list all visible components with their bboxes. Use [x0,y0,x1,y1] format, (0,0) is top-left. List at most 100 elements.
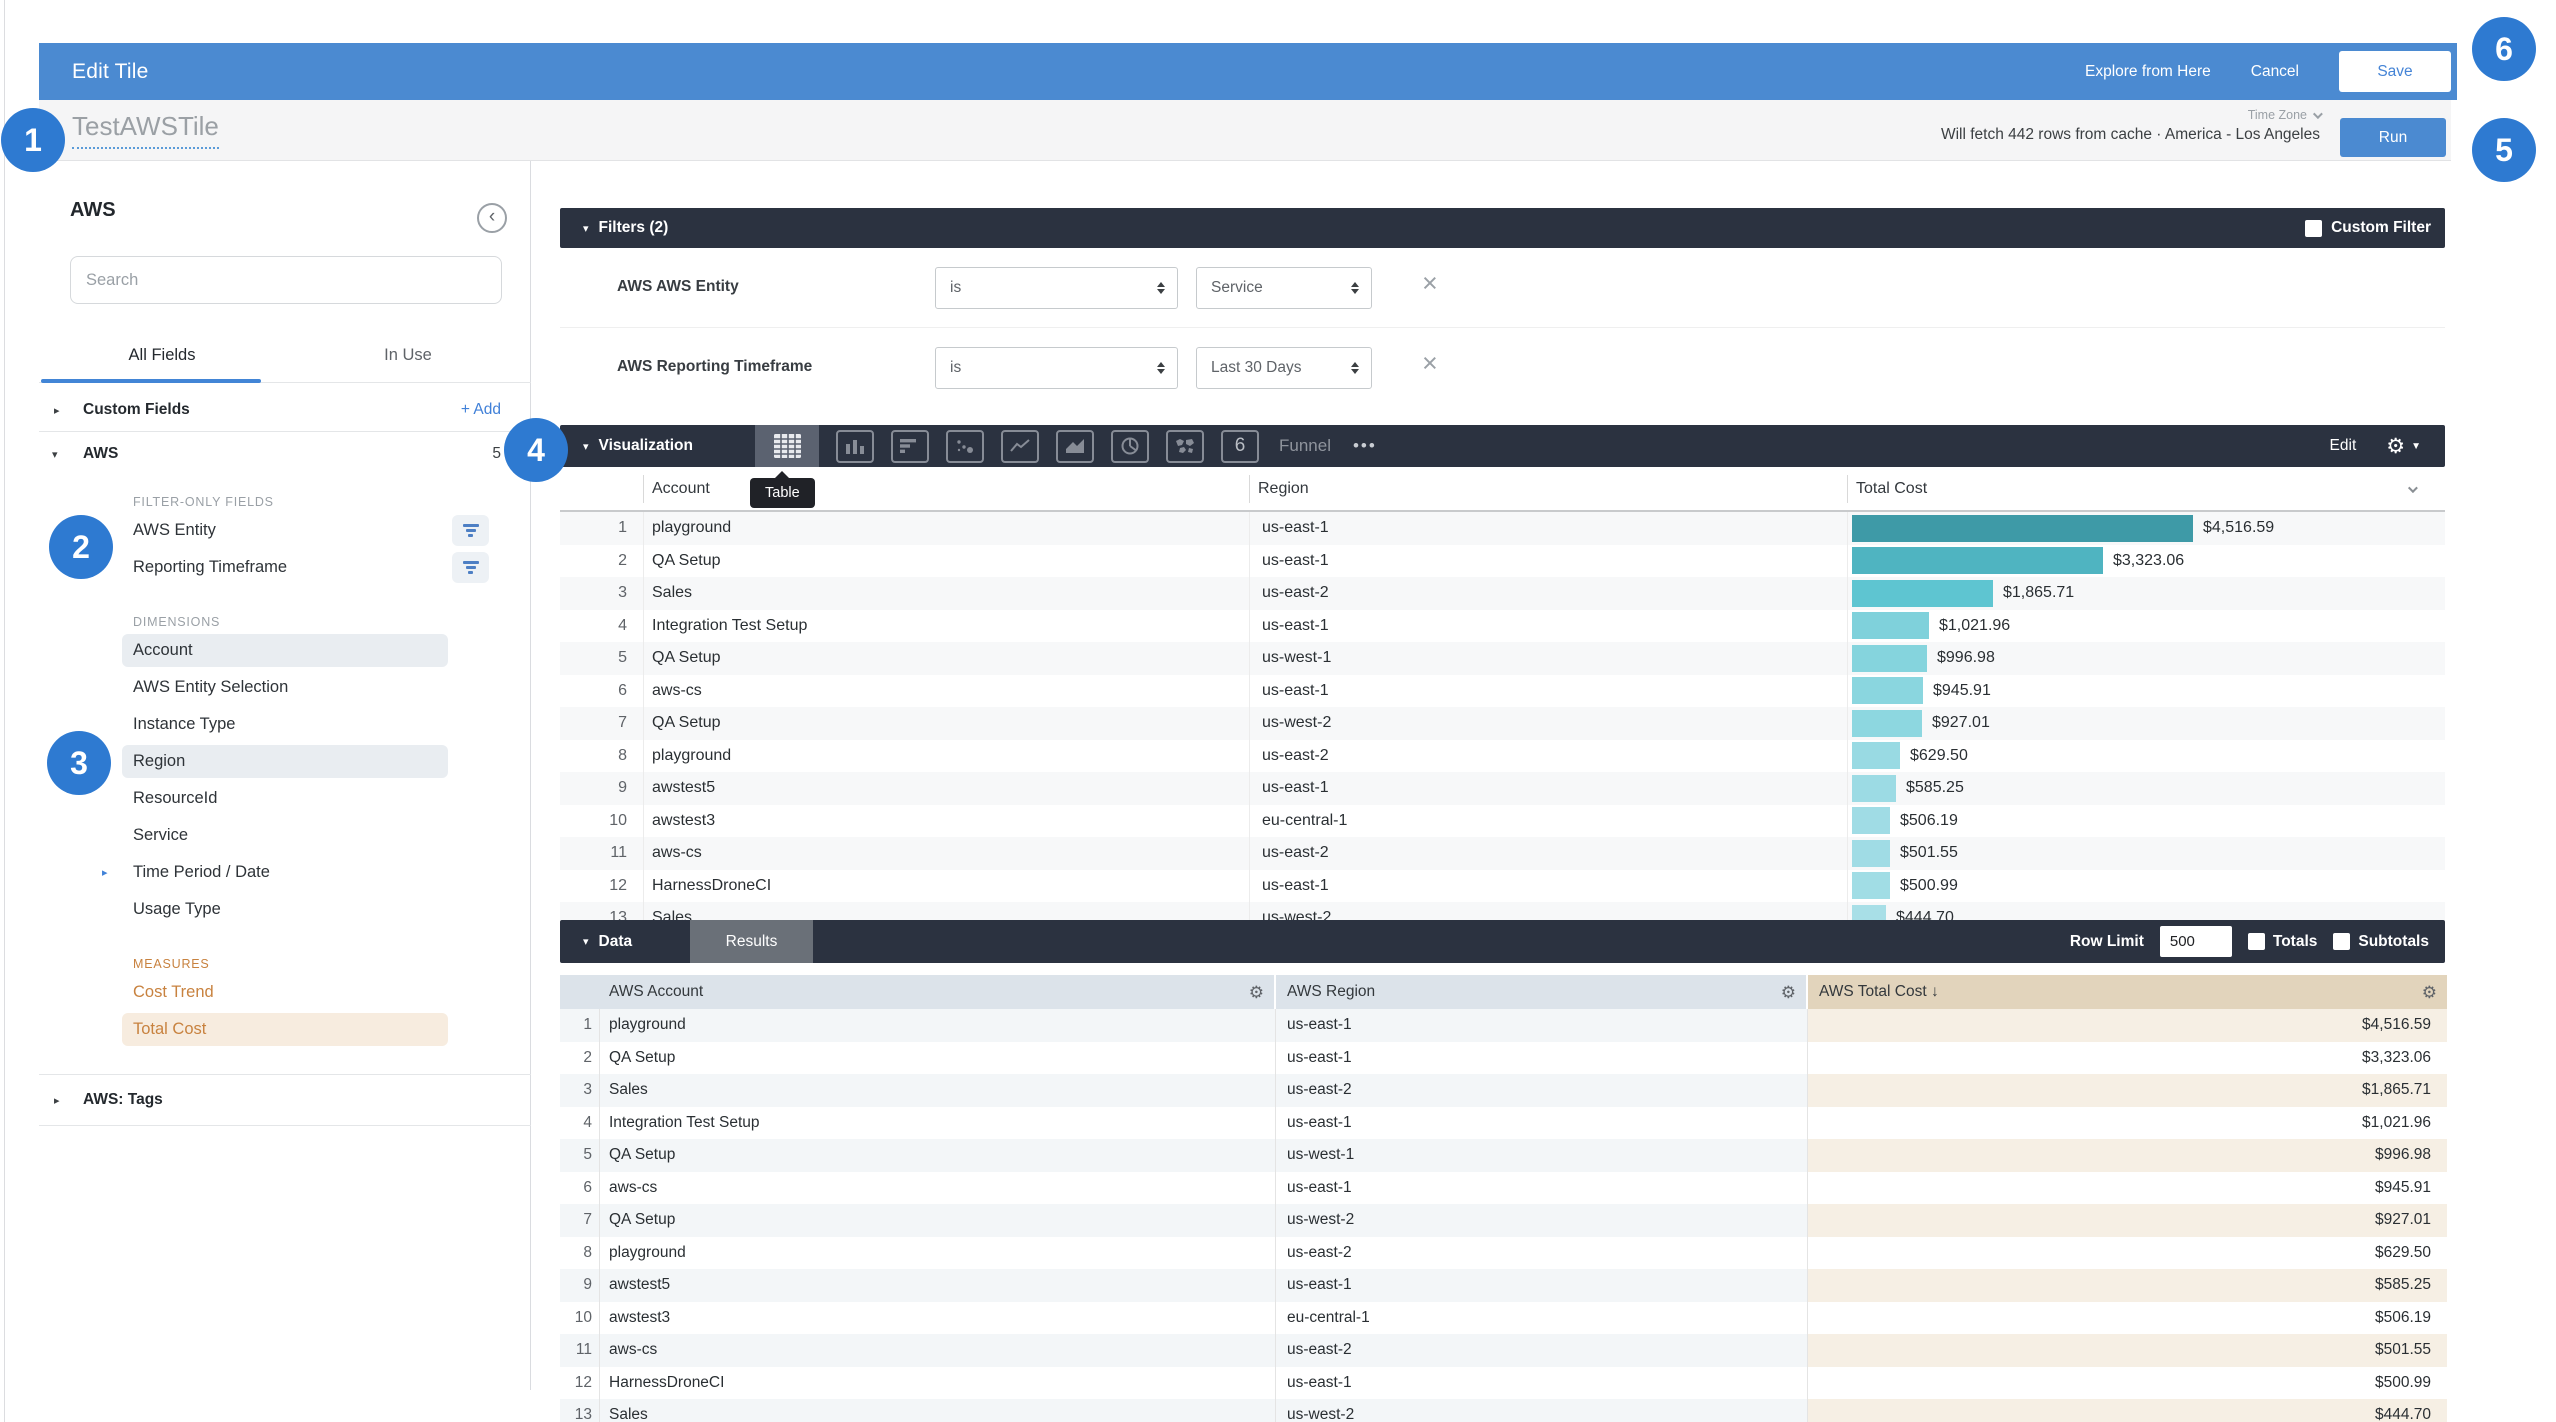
cost-value[interactable]: $500.99 [1900,876,1958,894]
region-cell[interactable]: us-west-1 [1250,642,1848,675]
filter-by-field-button[interactable] [452,515,489,546]
region-cell[interactable]: us-east-2 [1250,837,1848,870]
row-limit-input[interactable] [2159,926,2232,957]
cost-value[interactable]: $3,323.06 [2113,551,2185,569]
region-cell[interactable]: us-east-2 [1276,1074,1808,1107]
collapse-visualization-icon[interactable]: ▾ [583,440,589,453]
account-cell[interactable]: playground [600,1236,1276,1269]
subtotals-checkbox[interactable] [2333,933,2351,950]
account-cell[interactable]: Sales [600,1399,1276,1422]
cost-value[interactable]: $927.01 [1932,714,1990,732]
region-cell[interactable]: us-east-1 [1276,1269,1808,1302]
account-cell[interactable]: QA Setup [644,707,1250,740]
account-cell[interactable]: aws-cs [644,837,1250,870]
area-chart-icon[interactable] [1056,429,1094,463]
filter-by-field-button[interactable] [452,552,489,583]
collapse-sidebar-button[interactable]: ‹ [477,203,507,233]
field-row[interactable]: ▸ Total Cost [39,1011,531,1048]
field-row[interactable]: ▸ Region [39,743,531,780]
account-cell[interactable]: aws-cs [600,1171,1276,1204]
region-cell[interactable]: us-east-1 [1276,1171,1808,1204]
account-cell[interactable]: playground [644,739,1250,772]
cost-cell[interactable]: $444.70 [1808,1399,2447,1422]
region-cell[interactable]: us-east-1 [1276,1041,1808,1074]
bar-chart-icon[interactable] [891,429,929,463]
single-value-icon[interactable]: 6 [1221,429,1259,463]
cost-value[interactable]: $629.50 [1910,746,1968,764]
account-cell[interactable]: Sales [600,1074,1276,1107]
field-row[interactable]: ▸ AWS Entity Selection [39,669,531,706]
cost-cell[interactable]: $585.25 [1808,1269,2447,1302]
cost-cell[interactable]: $3,323.06 [2362,1048,2431,1066]
aws-group[interactable]: ▾ AWS 5 [39,432,531,476]
save-button[interactable]: Save [2339,51,2451,92]
field-row[interactable]: ▸ Service [39,817,531,854]
map-icon[interactable] [1166,429,1204,463]
field-row[interactable]: ▸ Instance Type [39,706,531,743]
region-cell[interactable]: us-east-1 [1250,772,1848,805]
totals-checkbox[interactable] [2247,933,2265,950]
account-cell[interactable]: aws-cs [644,674,1250,707]
field-row[interactable]: ▸ Reporting Timeframe [39,549,531,586]
cost-value[interactable]: $585.25 [1906,779,1964,797]
aws-total-cost-column-header[interactable]: AWS Total Cost ↓ [1819,983,1939,1000]
gear-icon[interactable]: ⚙ [2386,434,2406,458]
field-row[interactable]: ▸ Account [39,632,531,669]
tab-in-use[interactable]: In Use [384,346,432,364]
chevron-down-icon[interactable]: ▼ [2411,440,2421,452]
cost-cell[interactable]: $1,865.71 [1808,1074,2447,1107]
field-row[interactable]: ▸ ResourceId [39,780,531,817]
account-cell[interactable]: awstest3 [644,804,1250,837]
field-row[interactable]: ▸ Cost Trend [39,974,531,1011]
region-cell[interactable]: us-east-1 [1250,869,1848,902]
cost-cell[interactable]: $506.19 [2374,1308,2431,1326]
column-chart-icon[interactable] [836,429,874,463]
region-cell[interactable]: eu-central-1 [1250,804,1848,837]
timezone-dropdown[interactable]: Time Zone [1941,108,2323,122]
cost-cell[interactable]: $629.50 [2374,1243,2431,1261]
gear-icon[interactable]: ⚙ [1248,982,1264,1002]
account-cell[interactable]: Integration Test Setup [600,1106,1276,1139]
account-cell[interactable]: playground [600,1009,1276,1042]
region-cell[interactable]: us-west-2 [1276,1204,1808,1237]
region-cell[interactable]: us-west-2 [1250,707,1848,740]
field-row[interactable]: ▸ Usage Type [39,891,531,928]
region-cell[interactable]: us-east-2 [1276,1334,1808,1367]
account-cell[interactable]: QA Setup [600,1204,1276,1237]
region-cell[interactable]: us-west-2 [1276,1399,1808,1422]
collapse-filters-icon[interactable]: ▾ [583,222,589,235]
cost-value[interactable]: $444.70 [1896,909,1954,920]
collapse-data-icon[interactable]: ▾ [583,936,589,948]
cost-value[interactable]: $501.55 [1900,844,1958,862]
cost-cell[interactable]: $1,021.96 [2362,1113,2431,1131]
account-cell[interactable]: QA Setup [644,544,1250,577]
field-row[interactable]: ▸ MEASURES [39,954,531,974]
region-column-header[interactable]: Region [1258,479,1309,497]
cost-cell[interactable]: $996.98 [1808,1139,2447,1172]
field-row[interactable]: ▸ Time Period / Date [39,854,531,891]
cost-cell[interactable]: $501.55 [1808,1334,2447,1367]
region-cell[interactable]: us-west-1 [1276,1139,1808,1172]
custom-filter-checkbox[interactable] [2305,219,2323,237]
aws-account-column-header[interactable]: AWS Account [609,983,704,1000]
region-cell[interactable]: us-east-1 [1276,1106,1808,1139]
region-cell[interactable]: us-east-1 [1250,609,1848,642]
add-custom-field-button[interactable]: + Add [460,401,501,418]
funnel-viz-option[interactable]: Funnel [1279,436,1331,455]
field-row[interactable]: ▸ FILTER-ONLY FIELDS [39,492,531,512]
account-cell[interactable]: HarnessDroneCI [600,1366,1276,1399]
cost-cell[interactable]: $4,516.59 [1808,1009,2447,1042]
explore-from-here-button[interactable]: Explore from Here [2084,62,2211,80]
account-cell[interactable]: playground [644,512,1250,545]
cost-value[interactable]: $1,865.71 [2003,584,2075,602]
expand-icon[interactable]: ▸ [102,867,108,879]
table-icon[interactable] [755,425,819,467]
account-cell[interactable]: awstest3 [600,1301,1276,1334]
account-cell[interactable]: awstest5 [600,1269,1276,1302]
filter-value-select[interactable]: Last 30 Days [1196,347,1372,389]
filter-operator-select[interactable]: is [935,267,1178,309]
account-cell[interactable]: QA Setup [600,1041,1276,1074]
account-cell[interactable]: awstest5 [644,772,1250,805]
gear-icon[interactable]: ⚙ [2421,982,2437,1002]
account-cell[interactable]: Integration Test Setup [644,609,1250,642]
